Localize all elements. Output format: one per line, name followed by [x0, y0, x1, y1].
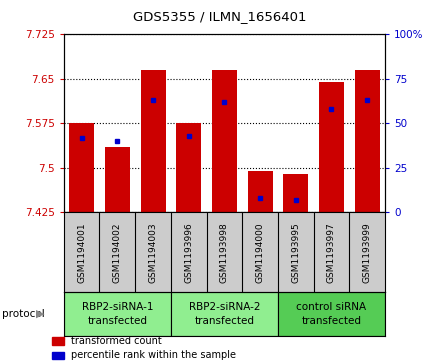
Text: GSM1193998: GSM1193998 [220, 222, 229, 283]
Bar [64, 292, 171, 336]
Text: ▶: ▶ [36, 309, 45, 319]
Text: RBP2-siRNA-2
transfected: RBP2-siRNA-2 transfected [189, 302, 260, 326]
Bar [140, 70, 165, 212]
Bar [278, 292, 385, 336]
Bar [355, 70, 380, 212]
Bar [319, 82, 344, 212]
Text: GSM1194003: GSM1194003 [149, 222, 158, 283]
Bar [105, 147, 130, 212]
Text: GSM1193996: GSM1193996 [184, 222, 193, 283]
Bar [248, 171, 273, 212]
Bar [52, 351, 64, 359]
Bar [52, 338, 64, 345]
Text: RBP2-siRNA-1
transfected: RBP2-siRNA-1 transfected [81, 302, 153, 326]
Bar [69, 123, 94, 212]
Text: GSM1193997: GSM1193997 [327, 222, 336, 283]
Text: control siRNA
transfected: control siRNA transfected [297, 302, 367, 326]
Text: GSM1193999: GSM1193999 [363, 222, 372, 283]
Bar [171, 292, 278, 336]
Text: percentile rank within the sample: percentile rank within the sample [71, 350, 236, 360]
Text: GSM1193995: GSM1193995 [291, 222, 300, 283]
Bar [176, 123, 201, 212]
Text: GSM1194002: GSM1194002 [113, 222, 122, 282]
Text: GDS5355 / ILMN_1656401: GDS5355 / ILMN_1656401 [133, 10, 307, 23]
Bar [283, 174, 308, 212]
Text: GSM1194000: GSM1194000 [256, 222, 264, 283]
Text: GSM1194001: GSM1194001 [77, 222, 86, 283]
Text: protocol: protocol [2, 309, 45, 319]
Text: transformed count: transformed count [71, 336, 162, 346]
Bar [212, 70, 237, 212]
